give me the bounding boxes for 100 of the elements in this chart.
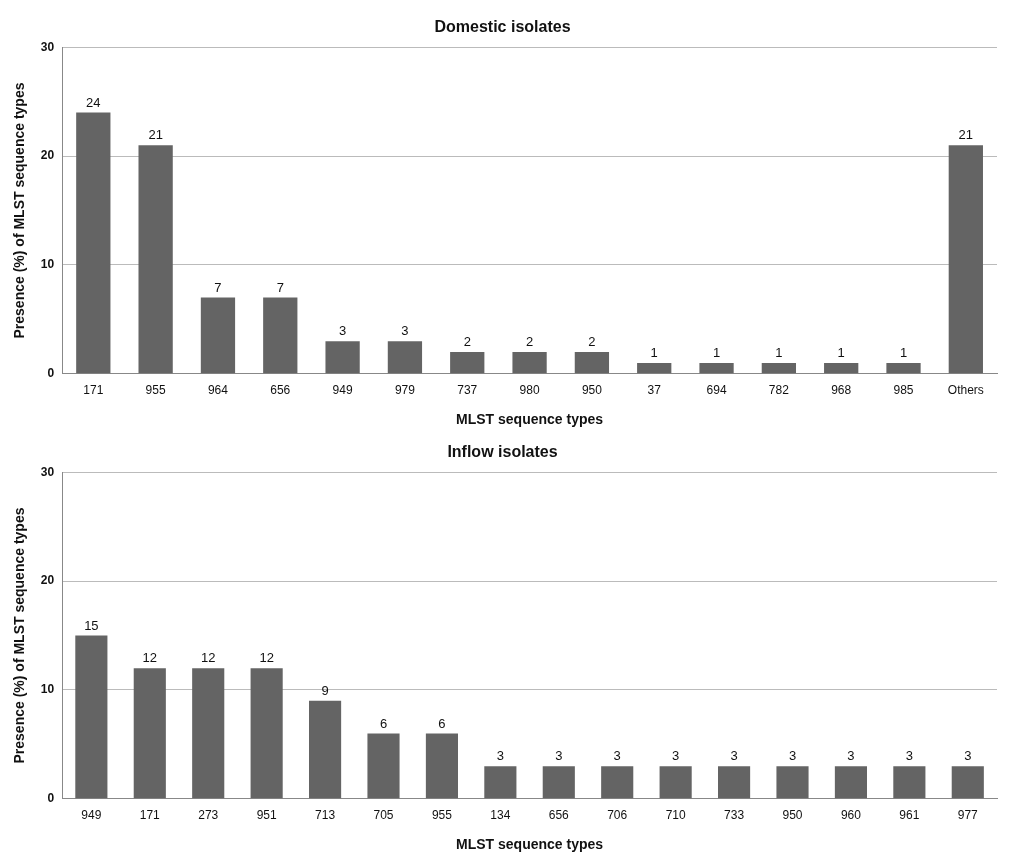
data-label: 3 — [788, 748, 797, 764]
data-label: 1 — [899, 344, 908, 360]
bar — [512, 352, 547, 374]
data-label: 9 — [321, 682, 329, 698]
data-label: 15 — [84, 617, 99, 633]
x-tick-label: 949 — [81, 808, 102, 823]
chart-title: Domestic isolates — [434, 18, 571, 36]
y-axis-title: Presence (%) of MLST sequence types — [11, 82, 28, 339]
data-label: 3 — [847, 748, 855, 764]
bar — [138, 145, 173, 374]
data-label: 6 — [379, 715, 388, 731]
bar — [834, 766, 867, 799]
bar — [776, 766, 809, 799]
x-tick-label: 694 — [706, 383, 727, 398]
bar — [542, 766, 575, 799]
y-tick-label: 30 — [40, 39, 55, 54]
bar — [951, 766, 984, 799]
bar — [718, 766, 751, 799]
data-label: 2 — [588, 334, 596, 350]
y-axis-title: Presence (%) of MLST sequence types — [11, 507, 28, 764]
data-label: 24 — [86, 94, 101, 110]
x-tick-label: 949 — [332, 383, 353, 398]
bar — [200, 297, 236, 374]
x-tick-label: 968 — [831, 383, 852, 398]
chart-title: Inflow isolates — [447, 443, 558, 461]
x-tick-label: Others — [947, 383, 984, 398]
data-label: 21 — [148, 127, 163, 143]
bar — [75, 635, 108, 799]
x-tick-label: 37 — [647, 383, 662, 398]
bar — [133, 668, 166, 799]
x-tick-label: 961 — [899, 808, 920, 823]
bar — [574, 352, 610, 374]
y-tick-label: 10 — [40, 257, 55, 272]
data-label: 12 — [200, 650, 216, 666]
x-tick-label: 713 — [315, 808, 336, 823]
x-tick-label: 960 — [840, 808, 862, 823]
bar — [699, 362, 734, 374]
x-tick-label: 955 — [431, 808, 453, 823]
bar — [484, 766, 517, 799]
data-label: 2 — [463, 334, 471, 350]
data-label: 3 — [730, 748, 738, 764]
y-tick-label: 10 — [40, 682, 55, 697]
bar — [948, 145, 983, 374]
data-label: 1 — [650, 344, 658, 360]
bar — [659, 766, 692, 799]
data-label: 7 — [214, 279, 222, 295]
bar — [325, 341, 360, 374]
data-label: 3 — [401, 323, 409, 339]
data-label: 1 — [775, 344, 783, 360]
data-label: 2 — [525, 334, 534, 350]
x-tick-label: 951 — [256, 808, 277, 823]
data-label: 1 — [712, 344, 721, 360]
x-tick-label: 705 — [373, 808, 394, 823]
x-tick-label: 171 — [83, 383, 104, 398]
data-label: 1 — [837, 344, 845, 360]
x-tick-label: 273 — [198, 808, 219, 823]
x-tick-label: 171 — [139, 808, 161, 823]
data-label: 6 — [438, 715, 446, 731]
data-label: 3 — [964, 748, 972, 764]
x-axis-title: MLST sequence types — [456, 836, 604, 853]
data-label: 3 — [672, 748, 680, 764]
x-tick-label: 950 — [782, 808, 803, 823]
x-tick-label: 950 — [581, 383, 603, 398]
x-tick-label: 964 — [207, 383, 229, 398]
data-label: 3 — [555, 748, 563, 764]
x-tick-label: 134 — [490, 808, 511, 823]
bar — [76, 112, 111, 374]
x-tick-label: 977 — [957, 808, 979, 823]
x-tick-label: 656 — [270, 383, 291, 398]
bar — [761, 362, 797, 374]
bar — [637, 362, 672, 374]
data-label: 12 — [142, 650, 158, 666]
bar — [367, 733, 400, 799]
x-tick-label: 710 — [665, 808, 686, 823]
bar — [192, 668, 225, 799]
data-label: 7 — [276, 279, 284, 295]
x-tick-label: 782 — [768, 383, 790, 398]
data-label: 3 — [338, 323, 347, 339]
data-label: 3 — [905, 748, 913, 764]
y-tick-label: 0 — [47, 791, 55, 806]
x-tick-label: 979 — [394, 383, 416, 398]
data-label: 3 — [496, 748, 504, 764]
data-label: 21 — [958, 127, 974, 143]
y-tick-label: 20 — [40, 573, 55, 588]
data-label: 12 — [259, 650, 274, 666]
x-tick-label: 985 — [893, 383, 914, 398]
data-label: 3 — [613, 748, 621, 764]
x-tick-label: 733 — [724, 808, 745, 823]
y-tick-label: 30 — [40, 464, 55, 479]
bar — [387, 341, 423, 374]
bar — [425, 733, 458, 799]
y-tick-label: 0 — [47, 366, 55, 381]
x-axis-title: MLST sequence types — [456, 411, 604, 428]
bar — [250, 668, 283, 799]
bar — [309, 700, 342, 799]
bar — [450, 352, 485, 374]
bar — [824, 362, 859, 374]
x-tick-label: 955 — [145, 383, 166, 398]
bar — [601, 766, 634, 799]
x-tick-label: 656 — [548, 808, 570, 823]
